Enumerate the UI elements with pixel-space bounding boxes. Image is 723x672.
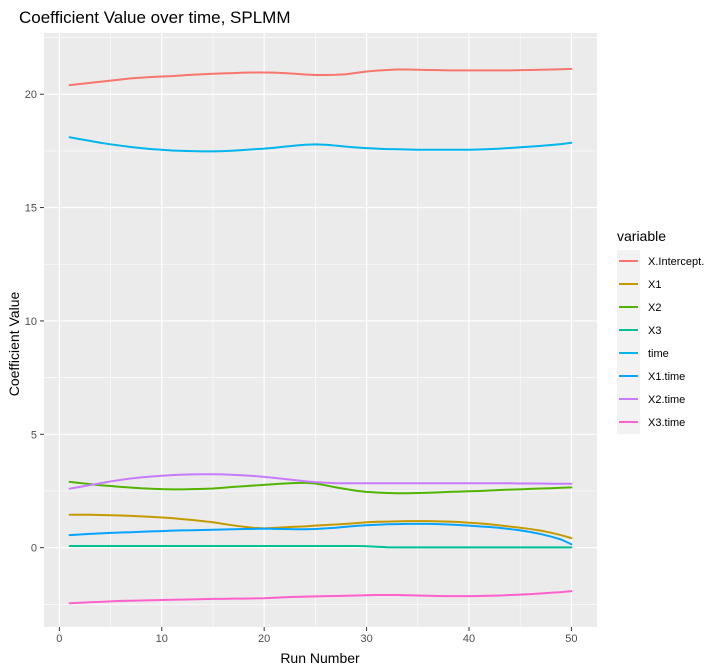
legend-items: X.Intercept. X1 X2 X3 time X1.time X2.time X3.t…: [617, 250, 704, 434]
plot-panel: [44, 33, 597, 627]
minor-gridlines: [44, 33, 597, 627]
legend-label-x3: X3: [648, 325, 661, 337]
y-axis-label: Coefficient Value: [6, 292, 22, 397]
legend-label-x3-time: X3.time: [648, 417, 685, 429]
x-tick-label: 20: [258, 633, 270, 645]
x-tick-label: 50: [565, 633, 577, 645]
series-lines: [68, 67, 573, 605]
y-tick-label: 0: [31, 543, 37, 555]
legend: variable X.Intercept. X1 X2 X3 time X1.time X2…: [617, 228, 704, 434]
x-tick-label: 10: [156, 633, 168, 645]
y-tick-label: 15: [25, 203, 37, 215]
y-axis: 0 5 10 15 20: [25, 89, 44, 555]
legend-title: variable: [617, 228, 666, 244]
series-line-x-intercept-: [68, 67, 573, 87]
legend-label-x1: X1: [648, 279, 661, 291]
x-tick-label: 0: [56, 633, 62, 645]
series-line-x1-time: [68, 522, 573, 546]
series-line-x2: [68, 480, 573, 495]
series-line-time: [68, 136, 573, 153]
major-gridlines: [44, 33, 597, 627]
legend-label-time: time: [648, 348, 669, 360]
chart-title: Coefficient Value over time, SPLMM: [19, 8, 291, 27]
x-tick-label: 40: [463, 633, 475, 645]
series-line-x2-time: [68, 473, 573, 490]
legend-label-x1-time: X1.time: [648, 371, 685, 383]
legend-label-x2-time: X2.time: [648, 394, 685, 406]
series-line-x3: [68, 545, 573, 549]
y-tick-label: 10: [25, 316, 37, 328]
x-axis: 0 10 20 30 40 50: [56, 627, 578, 645]
x-tick-label: 30: [360, 633, 372, 645]
series-line-x1: [68, 513, 573, 540]
y-tick-label: 5: [31, 429, 37, 441]
legend-label-x-intercept-: X.Intercept.: [648, 256, 704, 268]
legend-label-x2: X2: [648, 302, 661, 314]
series-line-x3-time: [68, 590, 573, 605]
x-axis-label: Run Number: [280, 650, 360, 666]
y-tick-label: 20: [25, 89, 37, 101]
